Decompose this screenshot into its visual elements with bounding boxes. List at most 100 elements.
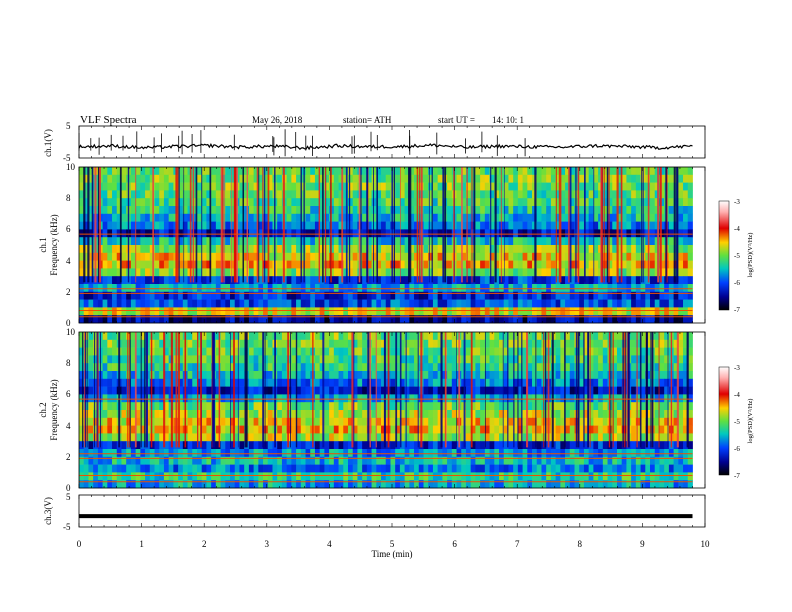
spectrogram-cell bbox=[79, 229, 85, 238]
spectrogram-cell bbox=[456, 276, 462, 285]
spectrogram-cell bbox=[263, 167, 269, 176]
spectrogram-cell bbox=[187, 299, 193, 308]
spectrogram-cell bbox=[291, 441, 297, 450]
spectrogram-cell bbox=[329, 347, 335, 356]
spectrogram-cell bbox=[560, 371, 566, 380]
spectrogram-cell bbox=[480, 291, 486, 300]
spectrogram-cell bbox=[668, 182, 674, 191]
spectrogram-cell bbox=[423, 355, 429, 364]
spectrogram-cell bbox=[395, 417, 401, 426]
spectrogram-cell bbox=[678, 229, 684, 238]
spectrogram-cell bbox=[267, 284, 273, 293]
spectrogram-cell bbox=[225, 363, 231, 372]
spectrogram-cell bbox=[239, 371, 245, 380]
spectrogram-cell bbox=[178, 307, 184, 316]
spectrogram-cell bbox=[220, 363, 226, 372]
spectrogram-cell bbox=[88, 355, 94, 364]
spectrogram-cell bbox=[513, 221, 519, 230]
sferic-streak bbox=[258, 167, 260, 283]
spectrogram-cell bbox=[404, 213, 410, 222]
spectrogram-cell bbox=[536, 268, 542, 277]
spectrogram-cell bbox=[607, 229, 613, 238]
spectrogram-cell bbox=[560, 315, 566, 324]
spectrogram-cell bbox=[140, 332, 146, 341]
spectrogram-cell bbox=[126, 402, 132, 411]
spectrogram-cell bbox=[211, 174, 217, 183]
spectrogram-cell bbox=[560, 299, 566, 308]
spectrogram-cell bbox=[489, 425, 495, 434]
spectrogram-cell bbox=[635, 299, 641, 308]
spectrogram-cell bbox=[423, 394, 429, 403]
spectrogram-cell bbox=[333, 433, 339, 442]
spectrogram-cell bbox=[173, 284, 179, 293]
spectrogram-cell bbox=[314, 174, 321, 183]
spectrogram-cell bbox=[93, 417, 99, 426]
spectrogram-cell bbox=[201, 299, 207, 308]
spectrogram-cell bbox=[206, 284, 212, 293]
spectrogram-cell bbox=[650, 198, 656, 207]
spectrogram-cell bbox=[182, 213, 188, 222]
spectrogram-cell bbox=[565, 307, 571, 316]
spectrogram-cell bbox=[555, 402, 561, 411]
spectrogram-cell bbox=[192, 268, 198, 277]
spectrogram-cell bbox=[267, 433, 273, 442]
spectrogram-cell bbox=[225, 245, 231, 254]
spectrogram-cell bbox=[159, 167, 165, 176]
spectrogram-cell bbox=[499, 332, 505, 341]
spectrogram-cell bbox=[253, 339, 259, 348]
spectrogram-cell bbox=[475, 339, 481, 348]
spectrogram-cell bbox=[465, 402, 472, 411]
spectrogram-cell bbox=[154, 252, 160, 261]
spectrogram-cell bbox=[602, 417, 608, 426]
spectrogram-cell bbox=[347, 237, 354, 246]
spectrogram-cell bbox=[532, 410, 538, 419]
spectrogram-cell bbox=[499, 355, 505, 364]
spectrogram-cell bbox=[159, 355, 165, 364]
spectrogram-cell bbox=[522, 221, 528, 230]
spectrogram-cell bbox=[324, 410, 330, 419]
spectrogram-cell bbox=[541, 174, 547, 183]
spectrogram-cell bbox=[602, 174, 608, 183]
spectrogram-cell bbox=[574, 284, 580, 293]
spectrogram-cell bbox=[616, 167, 623, 176]
spectrogram-cell bbox=[248, 174, 255, 183]
spectrogram-cell bbox=[560, 276, 566, 285]
spectrogram-cell bbox=[612, 371, 618, 380]
sferic-streak bbox=[360, 167, 362, 283]
spectrogram-cell bbox=[598, 363, 604, 372]
spectrogram-cell bbox=[442, 299, 448, 308]
spectrogram-cell bbox=[399, 441, 406, 450]
spectrogram-cell bbox=[659, 347, 665, 356]
spectrogram-cell bbox=[178, 213, 184, 222]
spectrogram-cell bbox=[192, 198, 198, 207]
spectrogram-cell bbox=[588, 198, 594, 207]
spectrogram-cell bbox=[319, 299, 325, 308]
spectrogram-cell bbox=[508, 229, 514, 238]
spectrogram-cell bbox=[579, 315, 585, 324]
spectrogram-cell bbox=[121, 198, 127, 207]
sferic-streak bbox=[453, 167, 455, 283]
spectrogram-cell bbox=[602, 268, 608, 277]
spectrogram-cell bbox=[79, 237, 85, 246]
spectrogram-cell bbox=[423, 441, 429, 450]
spectrogram-cell bbox=[621, 206, 627, 215]
spectrogram-cell bbox=[258, 237, 264, 246]
spectrogram-cell bbox=[149, 307, 155, 316]
spectrogram-cell bbox=[88, 347, 94, 356]
spectrogram-cell bbox=[159, 221, 165, 230]
spectrogram-cell bbox=[366, 371, 372, 380]
spectrogram-cell bbox=[263, 402, 269, 411]
spectrogram-cell bbox=[475, 229, 481, 238]
sferic-streak bbox=[416, 167, 419, 283]
spectrogram-cell bbox=[140, 347, 146, 356]
spectrogram-cell bbox=[305, 371, 311, 380]
spectrogram-cell bbox=[588, 237, 594, 246]
spectrogram-cell bbox=[239, 299, 245, 308]
spectrogram-cell bbox=[338, 433, 344, 442]
spectrogram-cell bbox=[574, 182, 580, 191]
spectrogram-cell bbox=[484, 441, 490, 450]
spectrogram-cell bbox=[409, 363, 415, 372]
spectrogram-cell bbox=[329, 449, 335, 458]
spectrogram-cell bbox=[178, 229, 184, 238]
spectrogram-cell bbox=[371, 190, 377, 199]
